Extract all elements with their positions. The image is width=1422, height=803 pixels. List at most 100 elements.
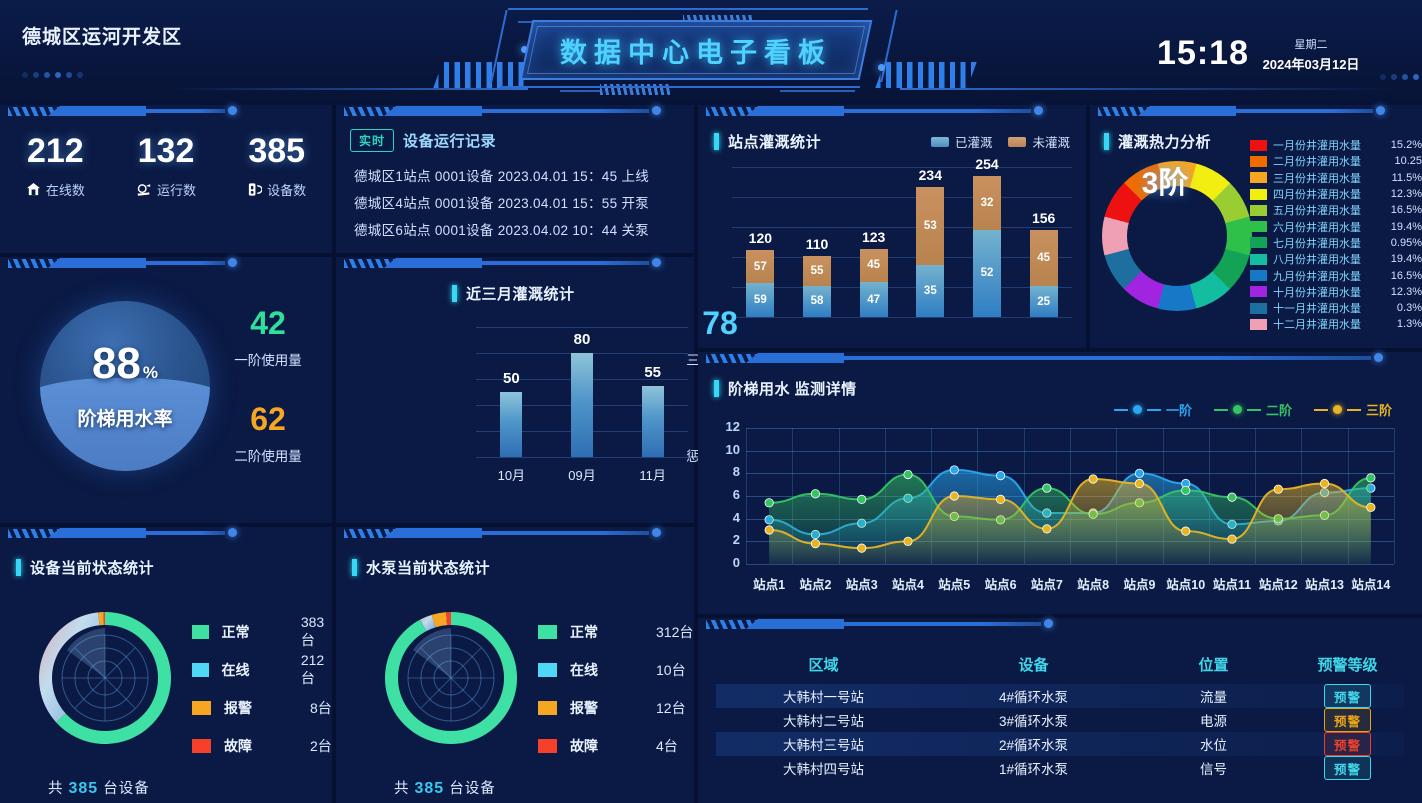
log-row[interactable]: 德城区1站点 0001设备 2023.04.01 15：45 上线: [354, 169, 650, 184]
line-legend-item[interactable]: 二阶: [1213, 400, 1292, 419]
data-point[interactable]: [810, 489, 821, 499]
status-legend-row[interactable]: 故障 4台: [538, 727, 693, 765]
bar[interactable]: [641, 385, 664, 457]
data-point[interactable]: [903, 536, 913, 546]
table-row[interactable]: 大韩村一号站 4#循环水泵 流量 预警: [716, 684, 1404, 708]
device-status-donut[interactable]: [32, 605, 178, 751]
bar-total-label: 254: [975, 155, 999, 172]
kpi-item-devices[interactable]: 385 设备数: [221, 131, 332, 199]
status-legend-row[interactable]: 在线 10台: [538, 651, 693, 689]
bar[interactable]: [500, 392, 523, 457]
data-point[interactable]: [1181, 485, 1191, 495]
legend-value: 10台: [656, 662, 686, 678]
donut-slice[interactable]: [98, 612, 104, 626]
recent-months-panel: 78 三阶使用量 23 惩戒使用量 近三月灌溉统计 5010月8009月5511…: [336, 257, 754, 523]
pump-status-donut[interactable]: [378, 605, 524, 751]
status-legend-row[interactable]: 报警 8台: [192, 689, 333, 727]
status-legend-row[interactable]: 报警 12台: [538, 689, 693, 727]
data-point[interactable]: [857, 543, 867, 553]
data-point[interactable]: [1042, 483, 1052, 493]
table-row[interactable]: 大韩村二号站 3#循环水泵 电源 预警: [716, 708, 1404, 732]
data-point[interactable]: [857, 494, 867, 505]
donut-slice[interactable]: [103, 612, 105, 626]
data-point[interactable]: [1088, 474, 1098, 484]
table-row[interactable]: 大韩村三号站 2#循环水泵 水位 预警: [716, 732, 1404, 756]
status-legend-row[interactable]: 故障 2台: [192, 727, 333, 765]
heat-legend-row[interactable]: 四月份井灌用水量 12.3%: [1250, 186, 1422, 202]
log-row[interactable]: 德城区4站点 0001设备 2023.04.01 15：55 开泵: [354, 196, 650, 211]
status-legend-row[interactable]: 在线 212台: [192, 651, 333, 689]
data-point[interactable]: [949, 491, 959, 501]
heat-donut-chart[interactable]: [1102, 161, 1252, 311]
monitor-detail-panel: 阶梯用水 监测详情 一阶 二阶 三阶 12 10 8 6 4 2 0 站点1 站点2 站点3 站点4 站点…: [698, 352, 1422, 614]
heat-legend-row[interactable]: 一月份井灌用水量 15.2%: [1250, 137, 1422, 153]
status-badge[interactable]: 预警: [1323, 756, 1371, 780]
gridline-vertical: [1070, 428, 1071, 564]
heat-legend-row[interactable]: 七月份井灌用水量 0.95%: [1250, 235, 1422, 251]
donut-slice[interactable]: [56, 612, 171, 744]
bar-column[interactable]: 55 58: [803, 255, 831, 317]
data-point[interactable]: [1134, 478, 1145, 489]
cell-area: 大韩村一号站: [783, 690, 864, 705]
status-badge[interactable]: 预警: [1323, 732, 1371, 756]
data-point[interactable]: [995, 494, 1006, 505]
heat-legend-row[interactable]: 十一月井灌用水量 0.3%: [1250, 300, 1422, 316]
status-badge[interactable]: 预警: [1323, 684, 1371, 708]
data-point[interactable]: [903, 469, 913, 480]
legend-item-not-irrigated[interactable]: 未灌溉: [1008, 132, 1070, 151]
title-frame-top: [507, 8, 869, 10]
line-legend-item[interactable]: 一阶: [1113, 400, 1192, 419]
heat-legend-row[interactable]: 二月份井灌用水量 10.25: [1250, 153, 1422, 169]
legend-swatch: [1250, 188, 1267, 200]
log-row[interactable]: 德城区6站点 0001设备 2023.04.02 10：44 关泵: [354, 223, 650, 238]
tier-item-2[interactable]: 62 二阶使用量: [210, 401, 326, 465]
bar-column[interactable]: 53 35: [916, 187, 945, 317]
data-point[interactable]: [764, 498, 774, 508]
status-legend-row[interactable]: 正常 312台: [538, 613, 693, 651]
line-legend-item[interactable]: 三阶: [1313, 400, 1392, 419]
data-point[interactable]: [1227, 534, 1237, 544]
data-point[interactable]: [1227, 492, 1237, 502]
heat-legend-row[interactable]: 六月份井灌用水量 19.4%: [1250, 218, 1422, 234]
bar-column[interactable]: 45 47: [859, 248, 888, 317]
data-point[interactable]: [1273, 484, 1283, 494]
heat-legend-row[interactable]: 九月份井灌用水量 16.5%: [1250, 267, 1422, 283]
bar-column[interactable]: 57 59: [746, 250, 775, 317]
bar-column[interactable]: 45 25: [1029, 230, 1058, 317]
device-status-legend: 正常 383台 在线 212台 报警 8台 故障 2台: [192, 613, 333, 765]
data-point[interactable]: [810, 539, 821, 549]
heat-legend-row[interactable]: 八月份井灌用水量 19.4%: [1250, 251, 1422, 267]
y-axis-label: 2: [732, 532, 740, 548]
kpi-item-running[interactable]: 132 运行数: [111, 131, 222, 199]
legend-value: 1.3%: [1396, 318, 1422, 331]
data-point[interactable]: [1181, 526, 1191, 536]
data-point[interactable]: [1366, 502, 1376, 512]
bar[interactable]: [571, 353, 593, 457]
bar-column[interactable]: 32 52: [973, 175, 1001, 317]
gridline-vertical: [792, 428, 794, 564]
status-legend-row[interactable]: 正常 383台: [192, 613, 333, 651]
data-point[interactable]: [1366, 473, 1376, 483]
heat-legend-row[interactable]: 五月份井灌用水量 16.5%: [1250, 202, 1422, 218]
data-point[interactable]: [949, 465, 959, 475]
data-point[interactable]: [764, 525, 774, 535]
donut-slice[interactable]: [431, 612, 448, 628]
status-badge[interactable]: 预警: [1323, 708, 1371, 732]
data-point[interactable]: [1042, 524, 1052, 534]
donut-slice[interactable]: [420, 614, 436, 632]
donut-slice[interactable]: [38, 612, 100, 723]
water-rate-gauge[interactable]: [40, 301, 210, 471]
legend-swatch: [538, 663, 557, 677]
legend-item-irrigated[interactable]: 已灌溉: [930, 132, 992, 151]
donut-slice[interactable]: [446, 612, 451, 626]
table-row[interactable]: 大韩村四号站 1#循环水泵 信号 预警: [716, 756, 1404, 780]
data-point[interactable]: [1134, 468, 1145, 478]
panel-decoration: [698, 352, 1422, 366]
heat-legend-row[interactable]: 十二月井灌用水量 1.3%: [1250, 316, 1422, 332]
heat-legend-row[interactable]: 三月份井灌用水量 11.5%: [1250, 170, 1422, 186]
kpi-item-online[interactable]: 212 在线数: [0, 131, 111, 199]
data-point[interactable]: [1319, 478, 1330, 489]
heat-legend-row[interactable]: 十月份井灌用水量 12.3%: [1250, 284, 1422, 300]
data-point[interactable]: [995, 470, 1006, 481]
tier-item-1[interactable]: 42 一阶使用量: [210, 305, 326, 369]
